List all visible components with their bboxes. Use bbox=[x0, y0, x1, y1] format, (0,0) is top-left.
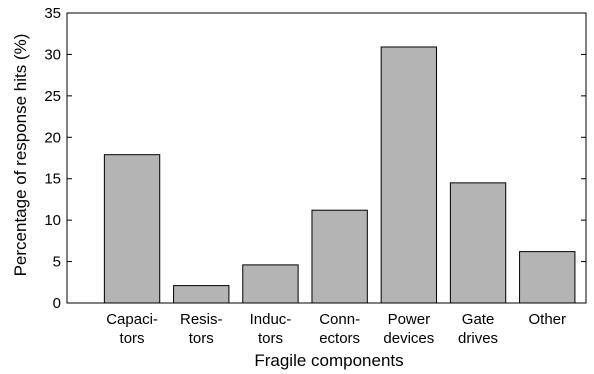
y-tick-label: 30 bbox=[44, 46, 61, 63]
bar bbox=[380, 46, 438, 304]
x-category-label: Resis-tors bbox=[180, 311, 223, 347]
x-category-label: Capaci-tors bbox=[106, 311, 158, 347]
bar bbox=[519, 251, 576, 304]
y-axis-title: Percentage of response hits (%) bbox=[11, 34, 30, 277]
x-category-label: Other bbox=[528, 311, 566, 328]
bar bbox=[242, 264, 299, 304]
x-category-label: Induc-tors bbox=[250, 311, 292, 347]
x-category-label: Gate drives bbox=[458, 311, 498, 347]
y-tick-label: 20 bbox=[44, 129, 61, 146]
y-tick-label: 5 bbox=[53, 254, 61, 271]
x-category-label: Conn-ectors bbox=[319, 311, 360, 347]
y-tick-label: 10 bbox=[44, 212, 61, 229]
x-axis-category-labels: Capaci-tors Resis-tors Induc-tors Conn-ecto… bbox=[106, 311, 566, 347]
bar bbox=[173, 285, 230, 304]
y-tick-label: 25 bbox=[44, 88, 61, 105]
bar bbox=[103, 154, 161, 304]
y-axis-ticks: 0 5 10 15 20 25 30 35 bbox=[44, 5, 586, 312]
y-tick-label: 0 bbox=[53, 295, 61, 312]
bars bbox=[103, 46, 576, 304]
y-tick-label: 35 bbox=[44, 5, 61, 22]
bar bbox=[311, 209, 368, 304]
x-axis-title: Fragile components bbox=[254, 351, 403, 370]
y-tick-label: 15 bbox=[44, 171, 61, 188]
x-category-label: Power devices bbox=[383, 311, 434, 347]
bar bbox=[449, 182, 507, 304]
